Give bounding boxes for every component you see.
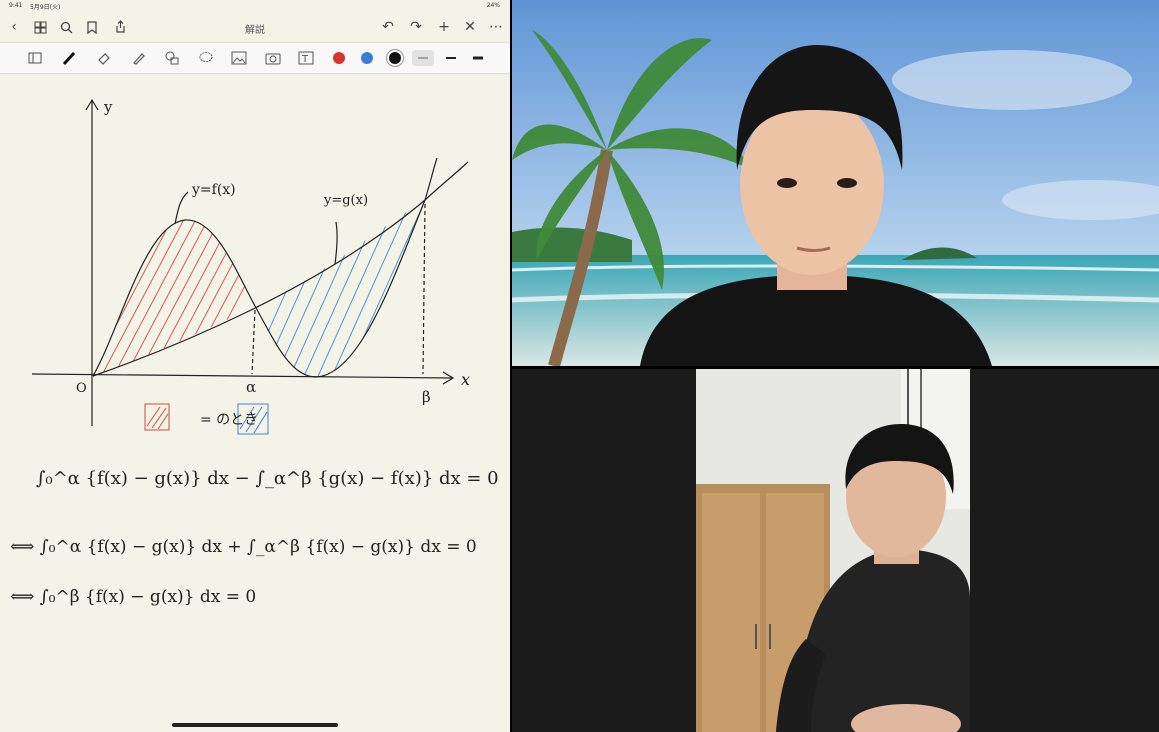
undo-icon[interactable]: ↶	[382, 19, 394, 35]
grid-icon[interactable]	[32, 19, 48, 35]
page-title[interactable]: 解説	[245, 25, 265, 36]
beta-label: β	[422, 388, 431, 406]
student-video-tile[interactable]	[512, 369, 1159, 732]
alpha-label: α	[246, 378, 256, 396]
pen-icon[interactable]	[60, 49, 78, 67]
equation-line-2: ⟺ ∫₀^α {f(x) − g(x)} dx + ∫_α^β {f(x) − …	[10, 537, 477, 557]
lasso-icon[interactable]	[197, 49, 215, 67]
red-area-swatch	[144, 403, 170, 431]
origin-label: O	[76, 381, 87, 396]
redo-icon[interactable]: ↷	[410, 19, 422, 35]
red-color-swatch[interactable]	[333, 52, 345, 64]
layout-icon[interactable]	[26, 49, 44, 67]
x-axis-label: x	[461, 370, 470, 389]
status-time: 9:41	[9, 2, 23, 9]
home-indicator	[172, 723, 338, 727]
equals-note: = のとき	[200, 412, 258, 428]
bookmark-icon[interactable]	[84, 19, 100, 35]
highlighter-icon[interactable]	[129, 49, 147, 67]
svg-text:T: T	[301, 54, 309, 65]
line-width-thick[interactable]	[467, 50, 489, 66]
teacher-video-tile[interactable]	[512, 0, 1159, 366]
f-curve-label: y=f(x)	[191, 182, 236, 198]
status-battery: 24%	[486, 2, 500, 9]
text-icon[interactable]: T	[297, 49, 315, 67]
notes-app-panel: 9:41 5月9日(火) 24% ‹ 解説 ↶ ↷ + ✕ ⋯	[0, 0, 510, 732]
drawing-toolbar: T	[0, 42, 510, 74]
image-icon[interactable]	[230, 49, 248, 67]
line-width-thin[interactable]	[412, 50, 434, 66]
black-color-swatch[interactable]	[389, 52, 401, 64]
search-icon[interactable]	[58, 19, 74, 35]
share-icon[interactable]	[112, 19, 128, 35]
add-icon[interactable]: +	[438, 19, 450, 35]
blue-area-swatch	[237, 403, 269, 435]
status-date: 5月9日(火)	[30, 4, 61, 11]
camera-icon[interactable]	[264, 49, 282, 67]
status-bar: 9:41 5月9日(火) 24%	[0, 0, 510, 12]
back-icon[interactable]: ‹	[11, 19, 17, 35]
notes-navbar: ‹ 解説 ↶ ↷ + ✕ ⋯	[0, 13, 510, 41]
close-icon[interactable]: ✕	[464, 19, 476, 35]
student-camera-feed	[696, 369, 970, 732]
equation-line-3: ⟺ ∫₀^β {f(x) − g(x)} dx = 0	[10, 587, 256, 607]
more-icon[interactable]: ⋯	[489, 19, 503, 35]
y-axis-label: y	[103, 98, 113, 116]
eraser-icon[interactable]	[95, 49, 113, 67]
equation-line-1: ∫₀^α {f(x) − g(x)} dx − ∫_α^β {g(x) − f(…	[36, 468, 499, 489]
line-width-medium[interactable]	[440, 50, 462, 66]
blue-color-swatch[interactable]	[361, 52, 373, 64]
shapes-icon[interactable]	[163, 49, 181, 67]
handwriting-canvas[interactable]: y x O α β y=f(x) y=g(x) = のとき ∫₀^α {f(x)…	[0, 74, 510, 724]
g-curve-label: y=g(x)	[323, 193, 368, 208]
